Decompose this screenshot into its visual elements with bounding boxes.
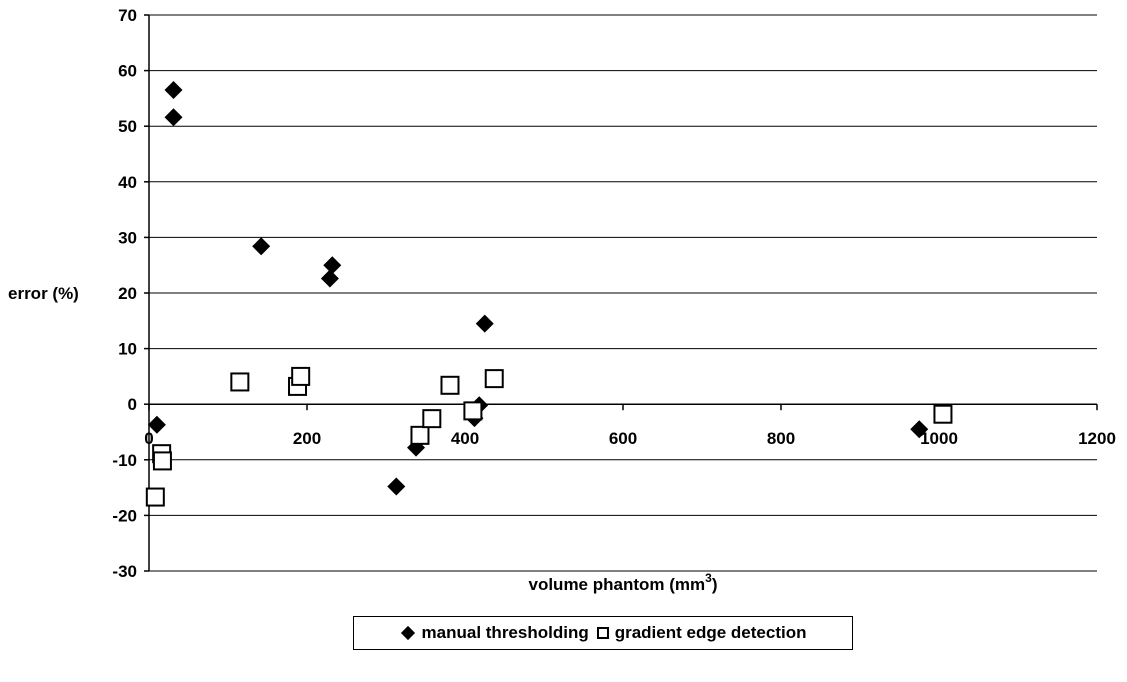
x-axis-title-close: ) bbox=[712, 575, 718, 594]
data-point-manual-thresholding bbox=[387, 477, 406, 496]
y-tick-label: 40 bbox=[118, 173, 137, 192]
legend-item-gradient: gradient edge detection bbox=[596, 623, 807, 643]
data-point-manual-thresholding bbox=[323, 256, 342, 275]
x-tick-label: 400 bbox=[451, 429, 479, 448]
data-point-gradient-edge-detection bbox=[291, 366, 311, 386]
data-point-gradient-edge-detection bbox=[463, 401, 483, 421]
y-tick-label: 20 bbox=[118, 284, 137, 303]
y-tick-label: 70 bbox=[118, 6, 137, 25]
legend-label-gradient: gradient edge detection bbox=[614, 623, 807, 642]
x-axis-title-superscript: 3 bbox=[705, 571, 712, 585]
y-tick-label: 30 bbox=[118, 228, 137, 247]
x-tick-label: 1000 bbox=[920, 429, 958, 448]
data-point-gradient-edge-detection bbox=[440, 375, 460, 395]
data-point-gradient-edge-detection bbox=[422, 409, 442, 429]
data-point-manual-thresholding bbox=[252, 237, 271, 256]
x-tick-label: 800 bbox=[767, 429, 795, 448]
y-tick-label: -10 bbox=[112, 451, 137, 470]
x-tick-label: 200 bbox=[293, 429, 321, 448]
legend-item-manual: manual thresholding bbox=[400, 623, 589, 643]
data-point-manual-thresholding bbox=[164, 81, 183, 100]
y-tick-label: 10 bbox=[118, 340, 137, 359]
x-tick-label: 600 bbox=[609, 429, 637, 448]
scatter-chart: 70 60 50 40 30 20 10 0 -10 -20 -30 0 200 400 600 800 100… bbox=[8, 6, 1116, 594]
data-point-manual-thresholding bbox=[320, 269, 339, 288]
data-point-gradient-edge-detection bbox=[933, 404, 953, 424]
y-axis-title: error (%) bbox=[8, 284, 79, 303]
x-tick-label: 1200 bbox=[1078, 429, 1116, 448]
x-axis-title: volume phantom (mm3) bbox=[529, 571, 718, 594]
legend-diamond-marker bbox=[400, 625, 415, 641]
y-tick-label: -20 bbox=[112, 506, 137, 525]
legend-square-marker bbox=[596, 627, 609, 639]
data-point-manual-thresholding bbox=[147, 415, 166, 434]
y-tick-label: 0 bbox=[128, 395, 137, 414]
data-point-gradient-edge-detection bbox=[484, 369, 504, 389]
legend: manual thresholding gradient edge detect… bbox=[353, 616, 853, 650]
y-tick-label: -30 bbox=[112, 562, 137, 581]
data-point-gradient-edge-detection bbox=[152, 451, 172, 471]
x-axis-title-main: volume phantom (mm bbox=[529, 575, 706, 594]
data-point-gradient-edge-detection bbox=[410, 425, 430, 445]
data-point-gradient-edge-detection bbox=[145, 487, 165, 507]
y-tick-label: 50 bbox=[118, 117, 137, 136]
data-point-manual-thresholding bbox=[475, 314, 494, 333]
data-point-gradient-edge-detection bbox=[230, 372, 250, 392]
data-point-manual-thresholding bbox=[910, 420, 929, 439]
x-tick-label: 0 bbox=[144, 429, 153, 448]
legend-label-manual: manual thresholding bbox=[421, 623, 589, 642]
y-tick-label: 60 bbox=[118, 62, 137, 81]
data-point-manual-thresholding bbox=[164, 108, 183, 127]
